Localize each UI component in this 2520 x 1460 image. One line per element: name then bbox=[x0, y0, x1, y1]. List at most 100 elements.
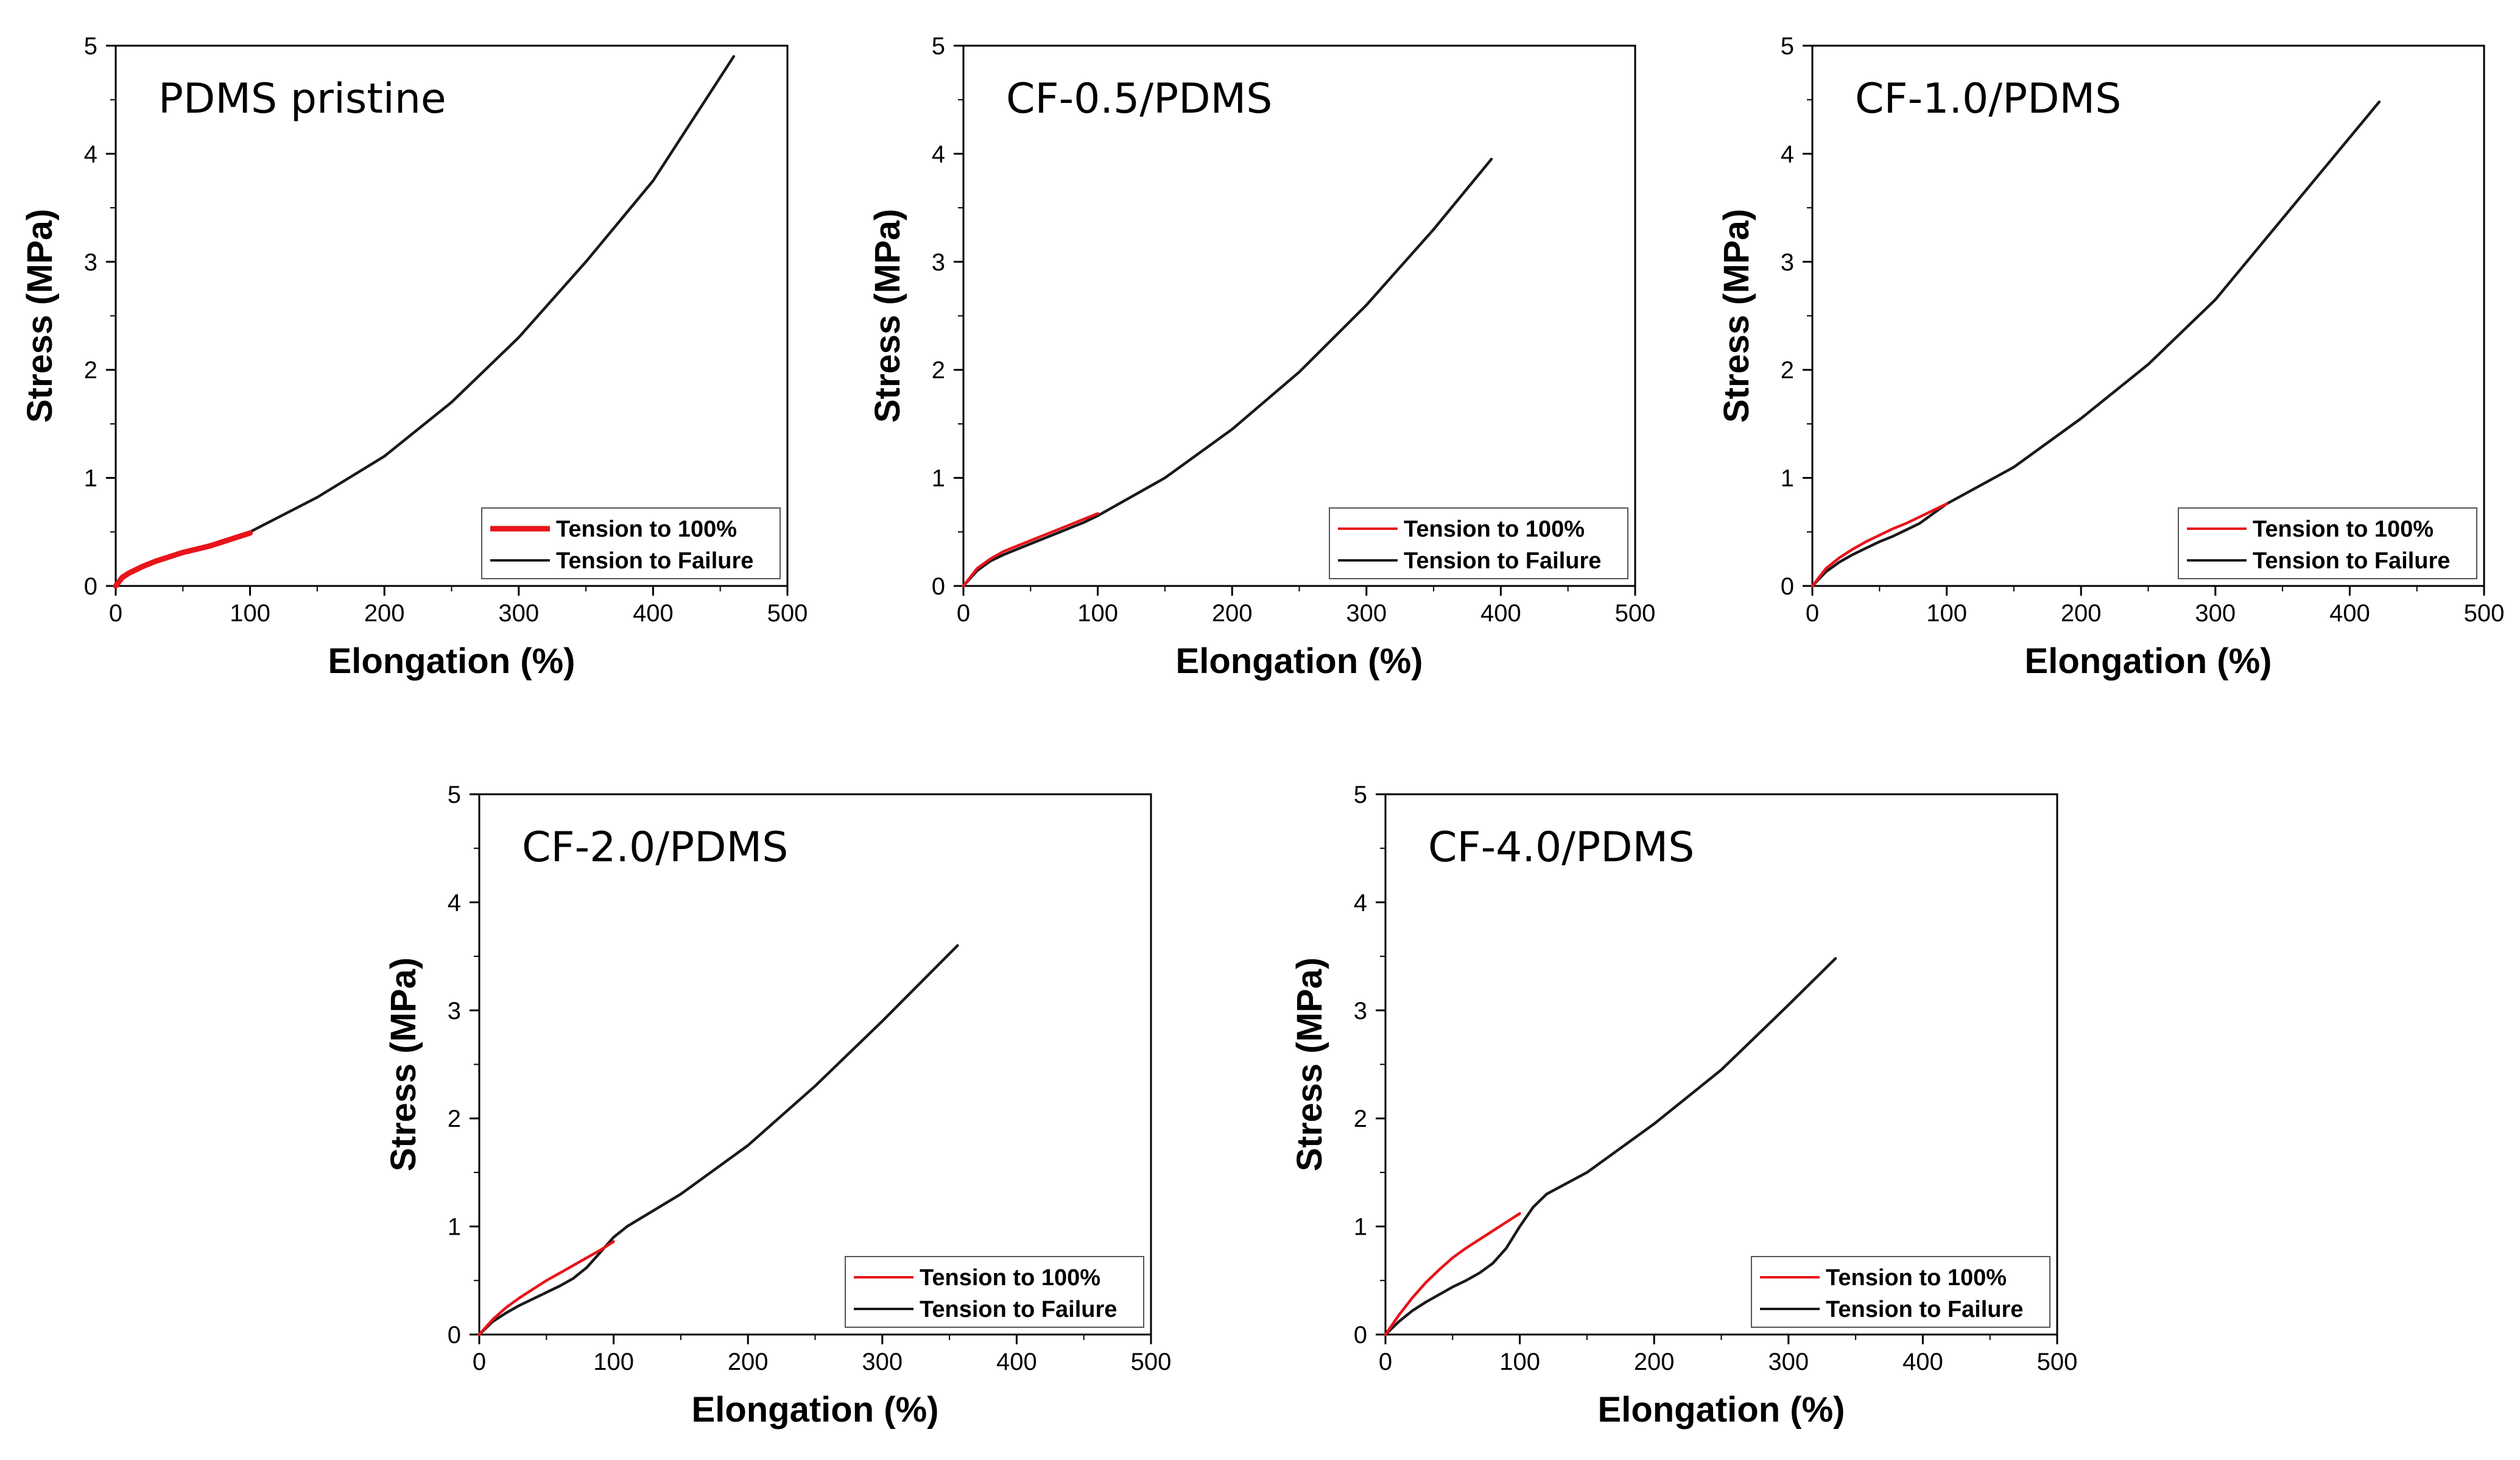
x-tick-label: 500 bbox=[2037, 1349, 2078, 1375]
x-tick-label: 100 bbox=[593, 1349, 634, 1375]
x-tick-label: 500 bbox=[767, 600, 808, 627]
y-tick-label: 1 bbox=[1354, 1214, 1367, 1241]
chart-panel-2: 0 100 200 300 400 500 0 1 2 3 4 5 Elongation (%) Stre… bbox=[868, 33, 1655, 681]
panel-title: CF-4.0/PDMS bbox=[1428, 823, 1694, 872]
y-tick-label: 5 bbox=[84, 33, 97, 60]
legend: Tension to 100% Tension to Failure bbox=[845, 1256, 1144, 1328]
x-tick-label: 0 bbox=[109, 600, 122, 627]
chart-panel-3: 0 100 200 300 400 500 0 1 2 3 4 5 Elongation (%) Stre… bbox=[1717, 33, 2504, 681]
x-tick-label: 300 bbox=[1346, 600, 1387, 627]
y-tick-label: 5 bbox=[932, 33, 945, 60]
x-tick-label: 300 bbox=[498, 600, 539, 627]
y-tick-label: 5 bbox=[448, 781, 461, 808]
plot-frame bbox=[1811, 44, 2485, 587]
y-tick-label: 4 bbox=[84, 141, 97, 168]
y-tick-label: 4 bbox=[1781, 141, 1794, 168]
legend-label: Tension to 100% bbox=[920, 1265, 1100, 1291]
x-tick-label: 0 bbox=[1806, 600, 1819, 627]
chart-panel-4: 0 100 200 300 400 500 0 1 2 3 4 5 Elongation (%) Stre… bbox=[384, 781, 1171, 1430]
x-tick-label: 400 bbox=[633, 600, 674, 627]
x-tick-label: 500 bbox=[2464, 600, 2505, 627]
x-tick-label: 400 bbox=[1480, 600, 1521, 627]
y-axis-title: Stress (MPa) bbox=[1290, 957, 1329, 1171]
y-tick-label: 1 bbox=[1781, 465, 1794, 492]
y-tick-label: 1 bbox=[84, 465, 97, 492]
y-axis-title: Stress (MPa) bbox=[20, 209, 60, 423]
legend: Tension to 100% Tension to Failure bbox=[2178, 507, 2477, 579]
series-line-tension-to-failure bbox=[1811, 100, 2381, 588]
y-tick-label: 4 bbox=[932, 141, 945, 168]
y-tick-label: 0 bbox=[448, 1322, 461, 1349]
y-tick-label: 2 bbox=[932, 357, 945, 384]
x-tick-label: 100 bbox=[1499, 1349, 1540, 1375]
plot-frame bbox=[478, 793, 1152, 1336]
legend-label: Tension to Failure bbox=[1826, 1297, 2023, 1322]
legend: Tension to 100% Tension to Failure bbox=[1329, 507, 1628, 579]
x-tick-label: 200 bbox=[364, 600, 405, 627]
panel-title: PDMS pristine bbox=[158, 75, 446, 123]
x-tick-label: 200 bbox=[1212, 600, 1253, 627]
x-tick-label: 300 bbox=[1768, 1349, 1809, 1375]
x-axis-title: Elongation (%) bbox=[692, 1390, 939, 1430]
series-line-tension-to-failure bbox=[114, 55, 736, 588]
panel-title: CF-0.5/PDMS bbox=[1006, 75, 1272, 123]
legend-box bbox=[481, 507, 781, 579]
legend: Tension to 100% Tension to Failure bbox=[481, 507, 781, 579]
y-axis-title: Stress (MPa) bbox=[868, 209, 907, 423]
legend-label: Tension to 100% bbox=[556, 517, 737, 542]
x-tick-label: 500 bbox=[1615, 600, 1656, 627]
y-axis-title: Stress (MPa) bbox=[384, 957, 423, 1171]
x-tick-label: 100 bbox=[1926, 600, 1967, 627]
legend-box bbox=[2178, 507, 2477, 579]
x-axis-title: Elongation (%) bbox=[2025, 641, 2272, 681]
panel-title: CF-2.0/PDMS bbox=[522, 823, 788, 872]
legend-box bbox=[845, 1256, 1144, 1328]
x-tick-label: 300 bbox=[2195, 600, 2236, 627]
y-tick-label: 3 bbox=[84, 249, 97, 276]
y-tick-label: 2 bbox=[1354, 1106, 1367, 1132]
y-tick-label: 0 bbox=[1354, 1322, 1367, 1349]
x-tick-label: 400 bbox=[2329, 600, 2370, 627]
y-tick-label: 0 bbox=[932, 573, 945, 600]
panel-title: CF-1.0/PDMS bbox=[1855, 75, 2121, 123]
y-tick-label: 0 bbox=[1781, 573, 1794, 600]
legend-label: Tension to Failure bbox=[920, 1297, 1117, 1322]
y-tick-label: 2 bbox=[84, 357, 97, 384]
legend: Tension to 100% Tension to Failure bbox=[1751, 1256, 2050, 1328]
x-axis-title: Elongation (%) bbox=[1598, 1390, 1845, 1430]
x-tick-label: 400 bbox=[996, 1349, 1037, 1375]
series-line-tension-to-100 bbox=[113, 530, 253, 589]
x-tick-label: 400 bbox=[1902, 1349, 1943, 1375]
series-line-tension-to-100 bbox=[962, 512, 1099, 588]
legend-label: Tension to Failure bbox=[1404, 548, 1601, 574]
y-tick-label: 4 bbox=[1354, 889, 1367, 916]
plot-frame bbox=[1384, 793, 2058, 1336]
legend-box bbox=[1329, 507, 1628, 579]
x-tick-label: 100 bbox=[1077, 600, 1118, 627]
x-tick-label: 0 bbox=[957, 600, 970, 627]
x-tick-label: 200 bbox=[728, 1349, 769, 1375]
series-line-tension-to-failure bbox=[962, 158, 1493, 588]
legend-label: Tension to 100% bbox=[1826, 1265, 2007, 1291]
chart-panel-5: 0 100 200 300 400 500 0 1 2 3 4 5 Elongation (%) Stre… bbox=[1290, 781, 2077, 1430]
y-tick-label: 1 bbox=[932, 465, 945, 492]
x-axis-title: Elongation (%) bbox=[1176, 641, 1423, 681]
legend-label: Tension to Failure bbox=[2253, 548, 2450, 574]
chart-panel-1: 0 100 200 300 400 500 0 1 2 3 4 5 Elongation (%) Stre… bbox=[20, 33, 808, 681]
series-line-tension-to-100 bbox=[1811, 502, 1948, 588]
series-line-tension-to-100 bbox=[477, 1240, 615, 1336]
y-tick-label: 2 bbox=[448, 1106, 461, 1132]
legend-label: Tension to 100% bbox=[1404, 517, 1585, 542]
y-tick-label: 4 bbox=[448, 889, 461, 916]
x-tick-label: 0 bbox=[1379, 1349, 1392, 1375]
y-tick-label: 3 bbox=[932, 249, 945, 276]
legend-box bbox=[1751, 1256, 2050, 1328]
y-tick-label: 5 bbox=[1781, 33, 1794, 60]
series-line-tension-to-failure bbox=[477, 944, 959, 1336]
x-tick-label: 500 bbox=[1131, 1349, 1172, 1375]
x-tick-label: 200 bbox=[2061, 600, 2102, 627]
y-tick-label: 3 bbox=[448, 998, 461, 1024]
series-line-tension-to-failure bbox=[1384, 957, 1837, 1336]
y-tick-label: 1 bbox=[448, 1214, 461, 1241]
